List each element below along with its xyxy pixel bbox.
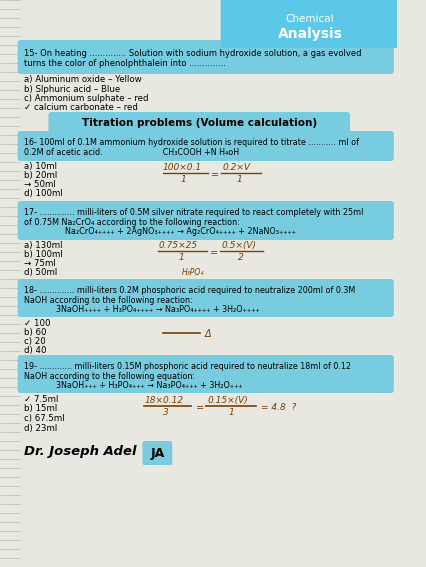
Text: 0.15×(V): 0.15×(V) <box>207 396 248 405</box>
Text: ✓ 7.5ml: ✓ 7.5ml <box>24 395 59 404</box>
Text: 0.75×25: 0.75×25 <box>158 241 197 250</box>
FancyBboxPatch shape <box>18 40 394 74</box>
FancyBboxPatch shape <box>18 131 394 161</box>
Text: ✓ 100: ✓ 100 <box>24 319 51 328</box>
Text: b) 60: b) 60 <box>24 328 47 337</box>
Text: 19- ............. milli-liters 0.15M phosphoric acid required to neutralize 18ml: 19- ............. milli-liters 0.15M pho… <box>24 362 351 371</box>
Text: d) 50ml: d) 50ml <box>24 268 58 277</box>
Text: 0.5×(V): 0.5×(V) <box>222 241 256 250</box>
Text: 16- 100ml of 0.1M ammonium hydroxide solution is required to titrate ...........: 16- 100ml of 0.1M ammonium hydroxide sol… <box>24 138 359 147</box>
Text: 1: 1 <box>181 175 186 184</box>
Text: NaOH according to the following reaction:: NaOH according to the following reaction… <box>24 296 193 305</box>
Text: 1: 1 <box>179 253 184 262</box>
FancyBboxPatch shape <box>142 441 172 465</box>
Text: b) 100ml: b) 100ml <box>24 250 63 259</box>
Text: =: = <box>196 403 204 413</box>
Text: a) 10ml: a) 10ml <box>24 162 57 171</box>
Text: 1: 1 <box>236 175 242 184</box>
Text: Chemical: Chemical <box>286 14 334 24</box>
Text: 0.2M of acetic acid.                        CH₃COOH +N H₄oH: 0.2M of acetic acid. CH₃COOH +N H₄oH <box>24 148 239 157</box>
Text: Dr. Joseph Adel: Dr. Joseph Adel <box>24 445 137 458</box>
Text: b) Slphuric acid – Blue: b) Slphuric acid – Blue <box>24 84 121 94</box>
FancyBboxPatch shape <box>18 201 394 240</box>
Text: → 50ml: → 50ml <box>24 180 56 189</box>
Text: 3NaOH₊₊₊₊ + H₃PO₄₊₊₊₊ → Na₃PO₄₊₊₊₊ + 3H₂O₊₊₊₊: 3NaOH₊₊₊₊ + H₃PO₄₊₊₊₊ → Na₃PO₄₊₊₊₊ + 3H₂… <box>56 305 259 314</box>
Text: 0.2×V: 0.2×V <box>222 163 250 172</box>
Text: a) Aluminum oxide – Yellow: a) Aluminum oxide – Yellow <box>24 75 142 84</box>
Text: H₃PO₄: H₃PO₄ <box>181 268 204 277</box>
Text: = 4.8  ?: = 4.8 ? <box>261 403 296 412</box>
FancyBboxPatch shape <box>18 355 394 393</box>
Text: ✓ calcium carbonate – red: ✓ calcium carbonate – red <box>24 104 138 112</box>
FancyBboxPatch shape <box>49 112 350 134</box>
Text: c) Ammonium sulphate – red: c) Ammonium sulphate – red <box>24 94 149 103</box>
Text: JA: JA <box>150 446 164 459</box>
Text: → 75ml: → 75ml <box>24 259 56 268</box>
Text: 17- .............. milli-liters of 0.5M silver nitrate required to react complet: 17- .............. milli-liters of 0.5M … <box>24 208 363 217</box>
Text: 15- On heating .............. Solution with sodium hydroxide solution, a gas evo: 15- On heating .............. Solution w… <box>24 49 362 58</box>
Text: c) 67.5ml: c) 67.5ml <box>24 414 65 423</box>
FancyBboxPatch shape <box>18 279 394 317</box>
Text: turns the color of phenolphthalein into ..............: turns the color of phenolphthalein into … <box>24 59 226 68</box>
Text: Analysis: Analysis <box>278 27 343 41</box>
Text: =: = <box>211 170 219 180</box>
Text: b) 20ml: b) 20ml <box>24 171 58 180</box>
Text: 100×0.1: 100×0.1 <box>163 163 202 172</box>
Text: d) 100ml: d) 100ml <box>24 189 63 198</box>
Text: NaOH according to the following equation:: NaOH according to the following equation… <box>24 372 195 381</box>
Text: =: = <box>210 248 219 258</box>
Text: 3NaOH₊₊₊ + H₃PO₄₊₊₊ → Na₃PO₄₊₊₊ + 3H₂O₊₊₊: 3NaOH₊₊₊ + H₃PO₄₊₊₊ → Na₃PO₄₊₊₊ + 3H₂O₊₊… <box>56 381 242 390</box>
Text: Na₂CrO₄₊₊₊₊ + 2AgNO₃₊₊₊₊ → Ag₂CrO₄₊₊₊₊ + 2NaNO₃₊₊₊₊: Na₂CrO₄₊₊₊₊ + 2AgNO₃₊₊₊₊ → Ag₂CrO₄₊₊₊₊ +… <box>65 227 296 236</box>
Text: a) 130ml: a) 130ml <box>24 241 63 250</box>
Text: 18×0.12: 18×0.12 <box>144 396 184 405</box>
Text: Titration problems (Volume calculation): Titration problems (Volume calculation) <box>82 118 317 128</box>
Text: 1: 1 <box>228 408 234 417</box>
Text: d) 23ml: d) 23ml <box>24 424 58 433</box>
Text: b) 15ml: b) 15ml <box>24 404 58 413</box>
Text: 18- .............. milli-liters 0.2M phosphoric acid required to neutralize 200m: 18- .............. milli-liters 0.2M pho… <box>24 286 355 295</box>
Text: 2: 2 <box>239 253 244 262</box>
Text: of 0.75M Na₂CrO₄ according to the following reaction:: of 0.75M Na₂CrO₄ according to the follow… <box>24 218 240 227</box>
Text: d) 40: d) 40 <box>24 346 47 355</box>
Text: Δ: Δ <box>205 329 211 339</box>
Text: 3: 3 <box>163 408 169 417</box>
FancyBboxPatch shape <box>221 0 400 48</box>
Text: c) 20: c) 20 <box>24 337 46 346</box>
